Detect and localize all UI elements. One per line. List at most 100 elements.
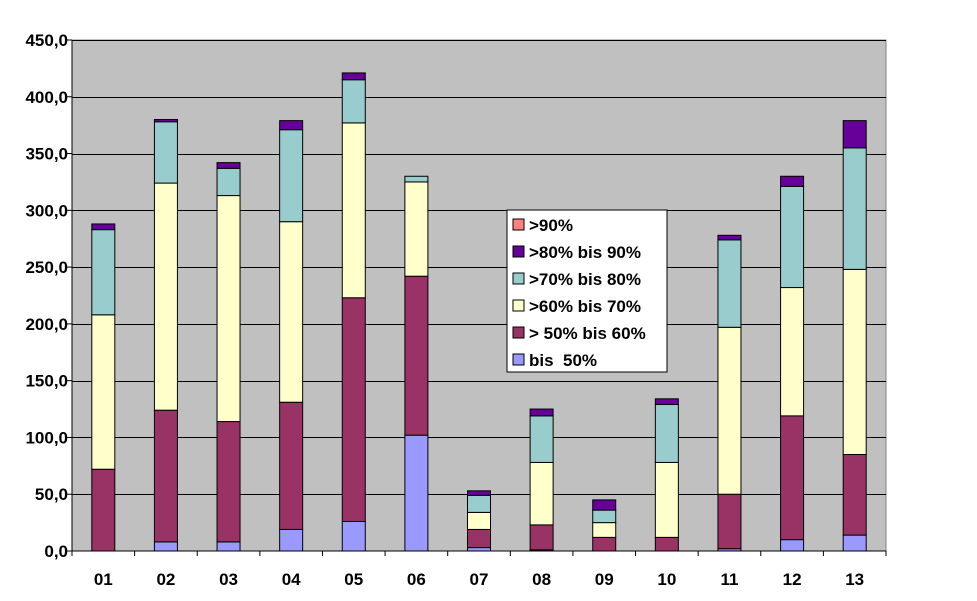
bar-segment (592, 509, 617, 524)
bar-segment (780, 539, 805, 552)
bar-segment (592, 536, 617, 552)
bar-segment (842, 268, 867, 455)
bar-segment (717, 493, 742, 550)
x-tick-label: 08 (532, 570, 551, 589)
bar-segment (216, 421, 241, 543)
legend-label: >70% bis 80% (529, 270, 641, 289)
x-tick-label: 06 (407, 570, 426, 589)
legend-label: >90% (529, 216, 573, 235)
bar-segment (529, 461, 554, 526)
bar-segment (279, 129, 304, 223)
bar-segment (153, 409, 178, 543)
y-tick-label: 350,0 (25, 145, 68, 164)
x-tick-label: 07 (470, 570, 489, 589)
legend-label: >80% bis 90% (529, 243, 641, 262)
bar-segment (717, 326, 742, 495)
legend: >90% >80% bis 90% >70% bis 80% >60% bis 70%… (506, 209, 668, 373)
bar-segment (717, 234, 742, 241)
bar-segment (592, 522, 617, 538)
bar-segment (279, 221, 304, 403)
bar-segment (654, 398, 679, 406)
bar-segment (216, 195, 241, 423)
x-tick-label: 02 (156, 570, 175, 589)
bar-segment (341, 297, 366, 522)
x-tick-label: 05 (344, 570, 363, 589)
bar-segment (216, 162, 241, 169)
bar-segment (529, 408, 554, 417)
bar-segment (341, 122, 366, 299)
y-tick-label: 0,0 (44, 542, 68, 561)
bar-segment (842, 147, 867, 270)
bar-segment (153, 182, 178, 411)
bar-segment (153, 541, 178, 552)
y-tick-label: 100,0 (25, 428, 68, 447)
bar-segment (780, 175, 805, 187)
x-tick-label: 01 (94, 570, 113, 589)
bar-segment (654, 536, 679, 552)
y-tick-label: 250,0 (25, 258, 68, 277)
bar-segment (529, 415, 554, 463)
bar-segment (404, 275, 429, 436)
legend-swatch (512, 299, 525, 312)
bars (91, 72, 867, 552)
bar-segment (842, 120, 867, 149)
bar-segment (842, 453, 867, 536)
bar-segment (91, 314, 116, 470)
legend-label: bis 50% (529, 351, 597, 370)
legend-box (506, 209, 668, 373)
bar-segment (279, 528, 304, 552)
bar-segment (153, 121, 178, 184)
bar-segment (842, 534, 867, 552)
legend-swatch (512, 272, 525, 285)
gridlines (72, 40, 886, 495)
bar-segment (529, 524, 554, 551)
bar-segment (780, 287, 805, 417)
x-tick-label: 09 (595, 570, 614, 589)
bar-segment (654, 461, 679, 538)
bar-segment (467, 547, 491, 552)
bar-segment (592, 499, 617, 511)
bar-segment (654, 404, 679, 463)
bar-segment (341, 72, 366, 81)
bar-segment (279, 120, 304, 131)
bar-segment (404, 434, 429, 552)
bar-segment (404, 181, 429, 277)
legend-swatch (512, 353, 525, 366)
y-tick-label: 400,0 (25, 88, 68, 107)
x-tick-label: 04 (282, 570, 301, 589)
bar-segment (467, 511, 491, 530)
x-tick-label: 13 (845, 570, 864, 589)
axes (71, 40, 886, 552)
legend-swatch (512, 245, 525, 258)
legend-swatch (512, 218, 525, 231)
y-tick-label: 450,0 (25, 31, 68, 50)
bar-segment (216, 167, 241, 197)
y-tick-label: 50,0 (35, 485, 68, 504)
x-tick-label: 11 (720, 570, 738, 589)
y-tick-label: 150,0 (25, 372, 68, 391)
bar-segment (467, 528, 491, 549)
bar-segment (91, 223, 116, 231)
legend-swatch (512, 326, 525, 339)
bar-segment (467, 494, 491, 513)
bar-segment (153, 118, 178, 123)
x-axis-ticks: 01 02 03 04 05 06 07 08 09 10 11 12 13 (71, 551, 887, 589)
bar-segment (467, 490, 491, 496)
x-tick-label: 10 (657, 570, 676, 589)
x-tick-label: 12 (783, 570, 802, 589)
bar-segment (780, 185, 805, 289)
y-tick-label: 200,0 (25, 315, 68, 334)
legend-label: >60% bis 70% (529, 297, 641, 316)
bar-segment (780, 415, 805, 541)
bar-segment (279, 401, 304, 530)
y-axis-ticks: 0,0 50,0 100,0 150,0 200,0 250,0 300,0 350,0 400… (25, 31, 72, 561)
bar-segment (91, 229, 116, 316)
bar-segment (341, 520, 366, 552)
bar-segment (717, 239, 742, 328)
bar-segment (404, 175, 429, 183)
x-tick-label: 03 (219, 570, 238, 589)
plot-area (71, 39, 887, 552)
bar-segment (341, 79, 366, 124)
y-tick-label: 300,0 (25, 201, 68, 220)
